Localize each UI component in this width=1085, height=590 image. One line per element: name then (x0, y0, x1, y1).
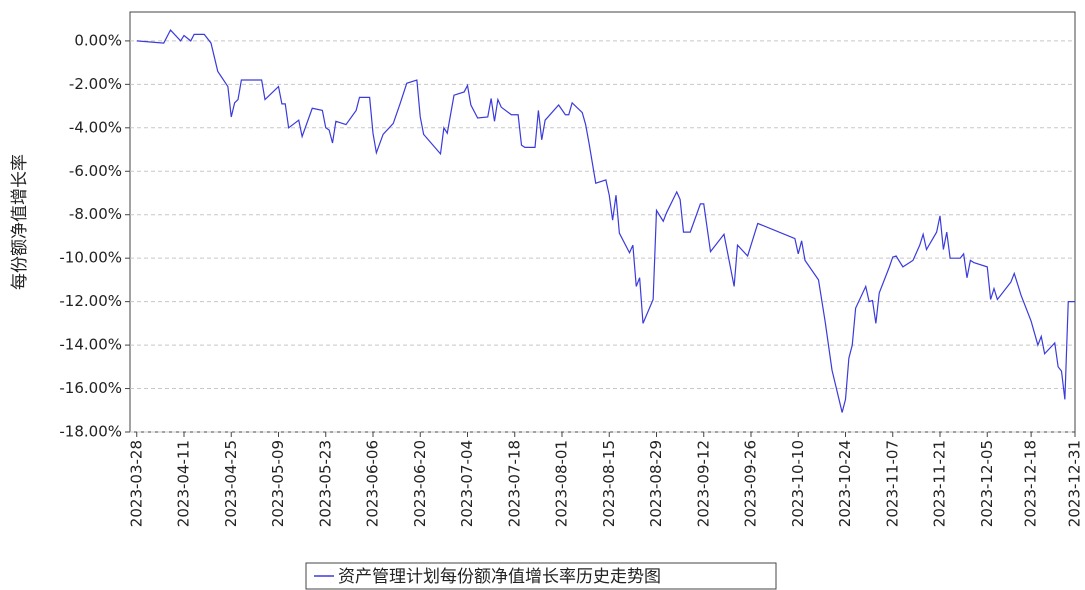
y-tick-label: -6.00% (69, 162, 122, 180)
legend-box (305, 562, 777, 590)
x-tick-label: 2023-10-24 (836, 440, 854, 527)
x-tick-label: 2023-05-23 (316, 440, 334, 527)
y-tick-label: -2.00% (69, 75, 122, 93)
x-tick-label: 2023-07-04 (458, 440, 476, 527)
x-tick-label: 2023-09-12 (694, 440, 712, 527)
x-tick-label: 2023-08-29 (647, 440, 665, 527)
x-tick-label: 2023-12-18 (1022, 440, 1040, 527)
x-tick-label: 2023-03-28 (127, 440, 145, 527)
x-tick-label: 2023-04-11 (175, 440, 193, 527)
x-tick-label: 2023-08-15 (600, 440, 618, 527)
y-tick-label: -4.00% (69, 118, 122, 136)
y-tick-label: -12.00% (59, 292, 122, 310)
x-tick-label: 2023-05-09 (269, 440, 287, 527)
x-tick-label: 2023-08-01 (553, 440, 571, 527)
series-line (136, 28, 1075, 413)
y-tick-label: -18.00% (59, 423, 122, 441)
y-tick-label: -14.00% (59, 336, 122, 354)
legend-label: 资产管理计划每份额净值增长率历史走势图 (338, 567, 661, 587)
plot-frame (129, 11, 1076, 433)
x-tick-label: 2023-06-06 (364, 440, 382, 527)
y-tick-label: -10.00% (59, 249, 122, 267)
x-tick-label: 2023-10-10 (789, 440, 807, 527)
x-tick-label: 2023-12-31 (1066, 440, 1084, 527)
x-tick-label: 2023-11-21 (931, 440, 949, 527)
x-tick-label: 2023-06-20 (411, 440, 429, 527)
x-tick-label: 2023-09-26 (742, 440, 760, 527)
y-tick-label: -16.00% (59, 379, 122, 397)
y-tick-label: -8.00% (69, 205, 122, 223)
y-axis-label: 每份额净值增长率 (10, 154, 30, 290)
x-tick-label: 2023-11-07 (883, 440, 901, 527)
x-tick-label: 2023-07-18 (505, 440, 523, 527)
x-tick-label: 2023-04-25 (222, 440, 240, 527)
x-tick-label: 2023-12-05 (978, 440, 996, 527)
y-tick-label: 0.00% (74, 31, 122, 49)
